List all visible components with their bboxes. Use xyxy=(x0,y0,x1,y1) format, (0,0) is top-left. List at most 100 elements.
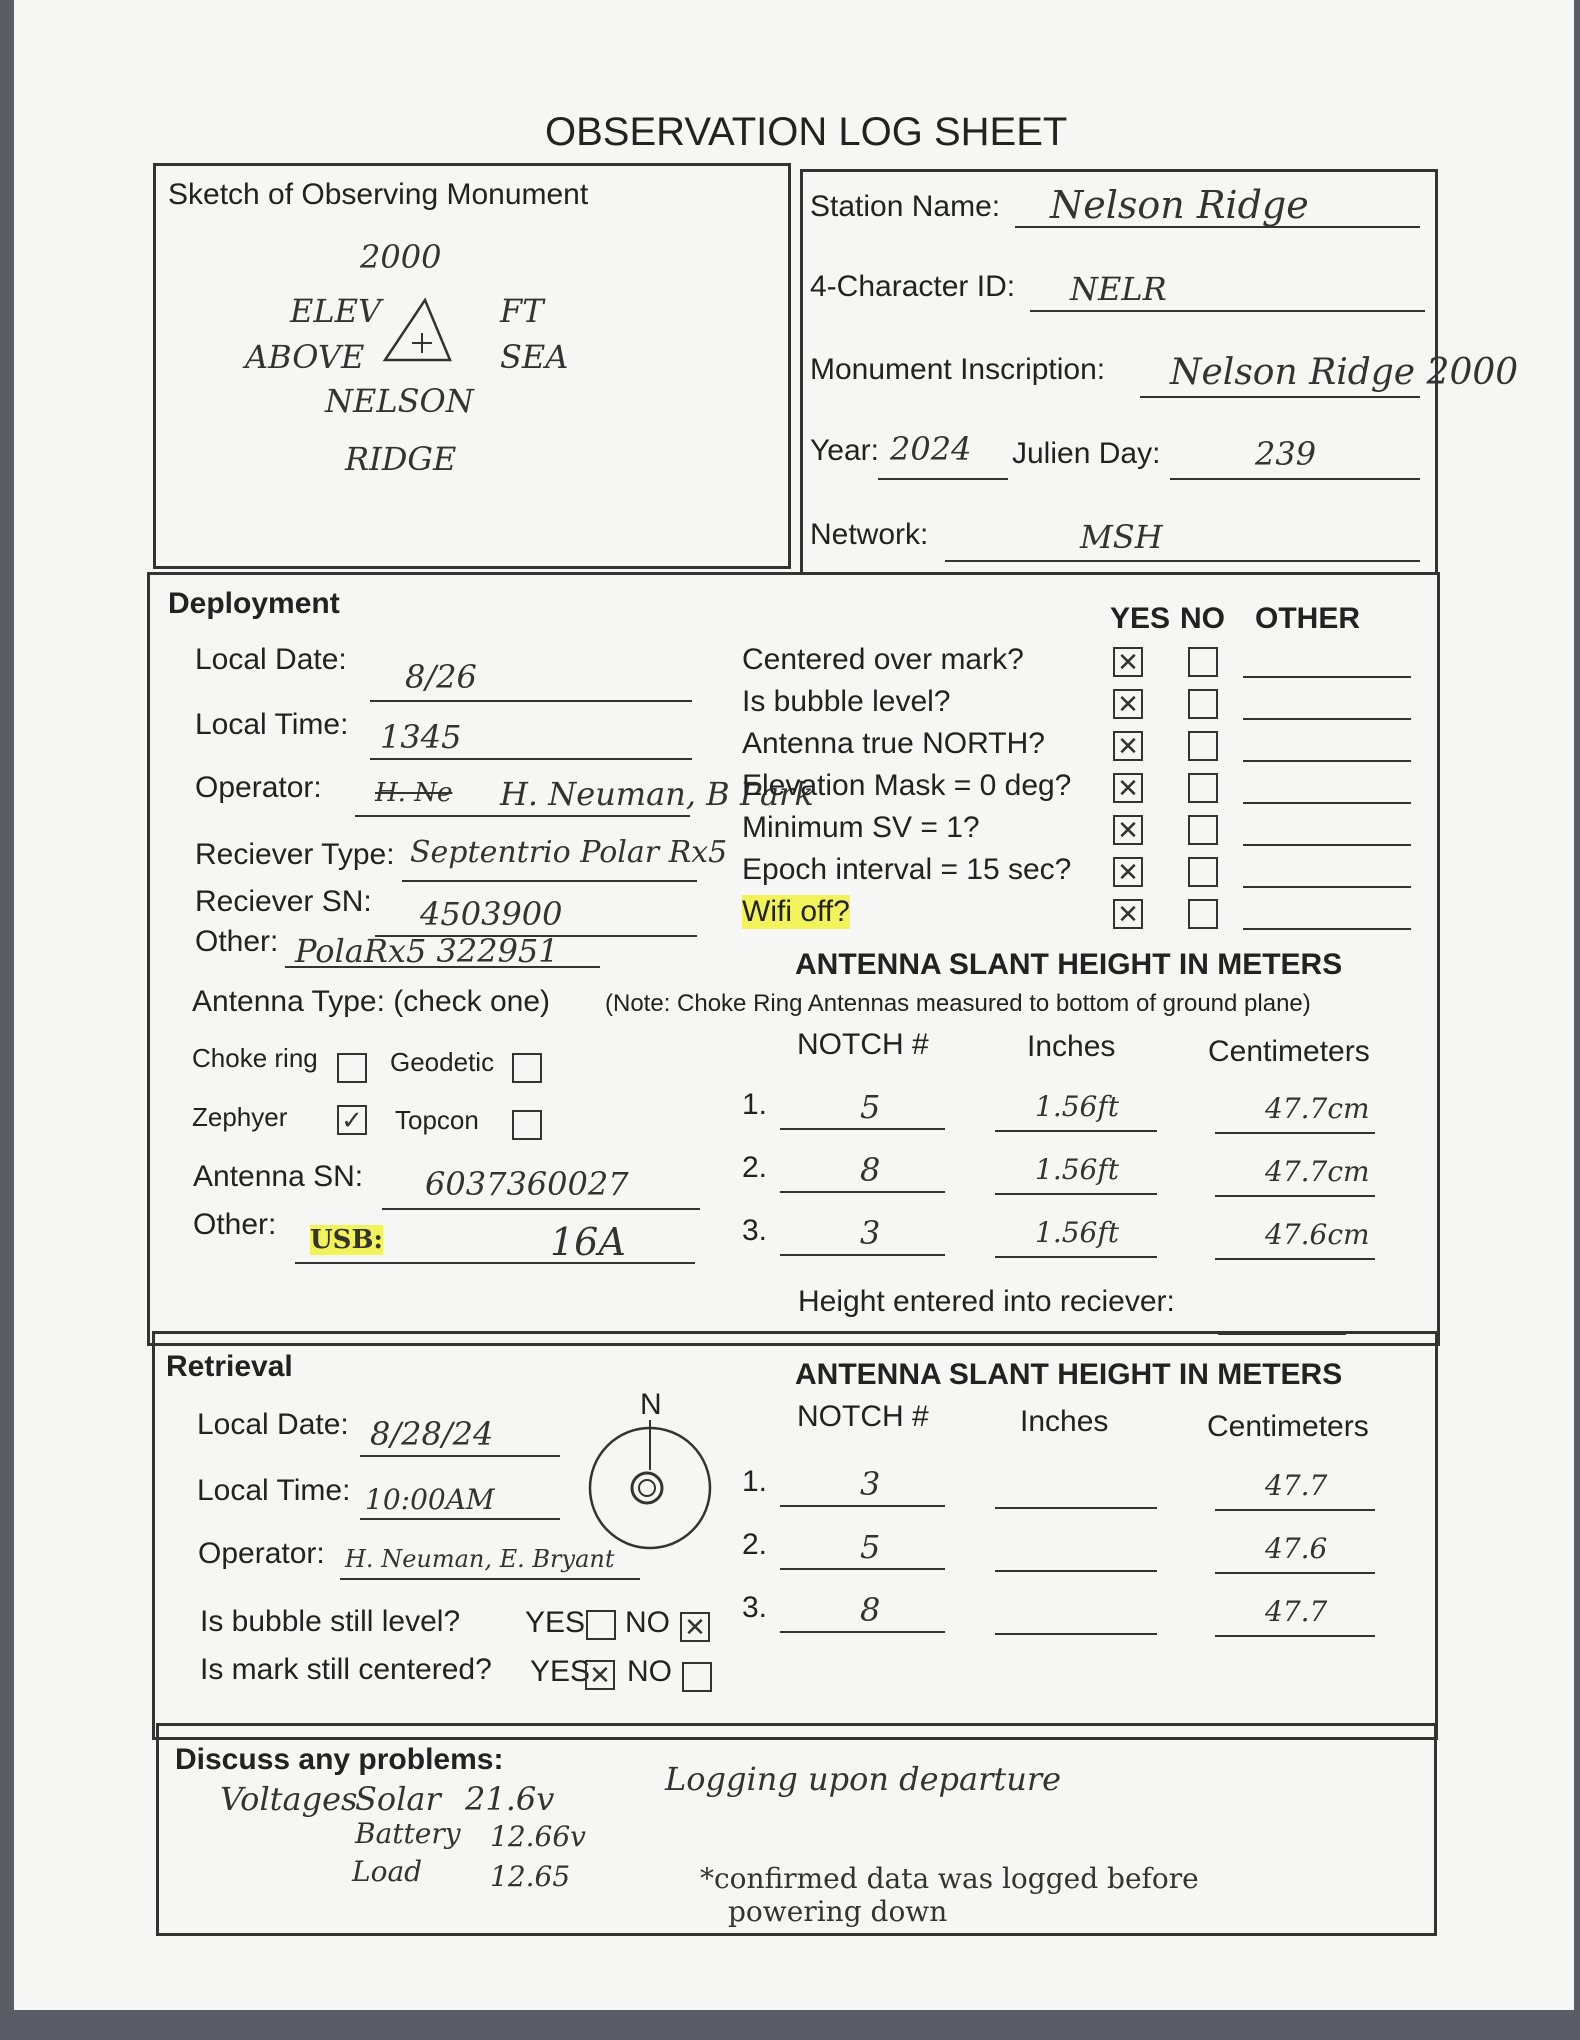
no-checkbox[interactable] xyxy=(1188,815,1218,845)
inches-value: 1.56ft xyxy=(1035,1216,1119,1249)
sketch-text: ABOVE xyxy=(245,338,365,376)
no-checkbox[interactable] xyxy=(1188,899,1218,929)
retrieval-heading: Retrieval xyxy=(166,1350,293,1383)
time-value: 1345 xyxy=(380,718,462,756)
notch-header: NOTCH # xyxy=(797,1400,929,1433)
inches-field[interactable] xyxy=(995,1570,1157,1572)
underline xyxy=(1140,396,1420,398)
other-field[interactable] xyxy=(1243,844,1411,846)
notch-value: 8 xyxy=(860,1151,881,1189)
battery-label: Battery xyxy=(355,1817,461,1850)
other-field[interactable] xyxy=(1243,802,1411,804)
cm-value: 47.7cm xyxy=(1265,1155,1370,1188)
retrieval-operator-value: H. Neuman, E. Bryant xyxy=(345,1545,615,1573)
yes-checkbox[interactable]: ✕ xyxy=(1113,773,1143,803)
underline xyxy=(340,1578,640,1580)
cm-value: 47.7 xyxy=(1265,1469,1328,1502)
mark-no-checkbox[interactable] xyxy=(682,1662,712,1692)
inches-field[interactable] xyxy=(995,1507,1157,1509)
id-value: NELR xyxy=(1070,270,1167,308)
other-field[interactable] xyxy=(1243,718,1411,720)
inches-field[interactable] xyxy=(995,1256,1157,1258)
yes-checkbox[interactable]: ✕ xyxy=(1113,815,1143,845)
cm-header: Centimeters xyxy=(1208,1035,1370,1068)
no-checkbox[interactable] xyxy=(1188,647,1218,677)
solar-value: 21.6v xyxy=(465,1780,555,1818)
notch-field[interactable] xyxy=(780,1254,945,1256)
cm-field[interactable] xyxy=(1215,1132,1375,1134)
notch-field[interactable] xyxy=(780,1568,945,1570)
deployment-question: Wifi off? xyxy=(742,895,850,929)
retrieval-slant-title: ANTENNA SLANT HEIGHT IN METERS xyxy=(795,1358,1343,1391)
log-sheet xyxy=(14,0,1574,2010)
other-field[interactable] xyxy=(1243,886,1411,888)
inches-field[interactable] xyxy=(995,1130,1157,1132)
choke-ring-label: Choke ring xyxy=(192,1043,318,1073)
inches-value: 1.56ft xyxy=(1035,1153,1119,1186)
underline xyxy=(355,815,690,817)
topcon-checkbox[interactable] xyxy=(512,1110,542,1140)
notch-field[interactable] xyxy=(780,1631,945,1633)
notch-field[interactable] xyxy=(780,1191,945,1193)
geodetic-checkbox[interactable] xyxy=(512,1053,542,1083)
underline xyxy=(382,1208,700,1210)
yes-checkbox[interactable]: ✕ xyxy=(1113,731,1143,761)
yes-checkbox[interactable]: ✕ xyxy=(1113,857,1143,887)
page-title: OBSERVATION LOG SHEET xyxy=(545,110,1068,154)
time-label: Local Time: xyxy=(195,708,349,741)
other-field[interactable] xyxy=(1243,928,1411,930)
antenna-sn-label: Antenna SN: xyxy=(193,1160,364,1193)
no-checkbox[interactable] xyxy=(1188,689,1218,719)
choke-ring-checkbox[interactable] xyxy=(337,1053,367,1083)
year-value: 2024 xyxy=(890,430,972,468)
mark-yes-checkbox[interactable]: ✕ xyxy=(585,1660,615,1690)
underline xyxy=(370,700,692,702)
yes-checkbox[interactable]: ✕ xyxy=(1113,647,1143,677)
no-checkbox[interactable] xyxy=(1188,857,1218,887)
inches-header: Inches xyxy=(1027,1030,1116,1063)
inches-field[interactable] xyxy=(995,1193,1157,1195)
notch-field[interactable] xyxy=(780,1128,945,1130)
zephyer-label: Zephyer xyxy=(192,1102,288,1132)
mark-yes-label: YES xyxy=(530,1655,591,1688)
other-field[interactable] xyxy=(1243,760,1411,762)
no-checkbox[interactable] xyxy=(1188,731,1218,761)
receiver-sn-value: 4503900 xyxy=(420,895,563,933)
cm-field[interactable] xyxy=(1215,1258,1375,1260)
mark-no-label: NO xyxy=(627,1655,672,1688)
problem-note-3: powering down xyxy=(728,1895,948,1928)
voltages-text: Voltages xyxy=(220,1780,358,1818)
underline xyxy=(295,1262,695,1264)
other2-prefix: USB: xyxy=(310,1225,384,1255)
retrieval-date-label: Local Date: xyxy=(197,1408,349,1441)
yes-checkbox[interactable]: ✕ xyxy=(1113,689,1143,719)
problem-note-2: *confirmed data was logged before xyxy=(700,1862,1199,1895)
inches-field[interactable] xyxy=(995,1633,1157,1635)
notch-value: 3 xyxy=(860,1214,881,1252)
other-value: PolaRx5 322951 xyxy=(295,932,559,970)
retrieval-date-value: 8/28/24 xyxy=(370,1415,494,1453)
bubble-yes-checkbox[interactable] xyxy=(586,1610,616,1640)
cm-value: 47.6cm xyxy=(1265,1218,1370,1251)
antenna-sn-value: 6037360027 xyxy=(425,1165,629,1203)
no-checkbox[interactable] xyxy=(1188,773,1218,803)
network-label: Network: xyxy=(810,518,929,551)
problem-note-1: Logging upon departure xyxy=(665,1760,1062,1798)
underline xyxy=(1015,226,1420,228)
operator-struck: H. Ne xyxy=(375,778,453,808)
yes-checkbox[interactable]: ✕ xyxy=(1113,899,1143,929)
cm-field[interactable] xyxy=(1215,1509,1375,1511)
network-value: MSH xyxy=(1080,518,1163,556)
bubble-yes-label: YES xyxy=(525,1606,586,1639)
zephyer-checkbox[interactable]: ✓ xyxy=(337,1105,367,1135)
cm-field[interactable] xyxy=(1215,1195,1375,1197)
deployment-section xyxy=(147,572,1440,1346)
other-field[interactable] xyxy=(1243,676,1411,678)
bubble-no-checkbox[interactable]: ✕ xyxy=(680,1612,710,1642)
retrieval-operator-label: Operator: xyxy=(198,1537,325,1570)
notch-field[interactable] xyxy=(780,1505,945,1507)
cm-field[interactable] xyxy=(1215,1635,1375,1637)
cm-field[interactable] xyxy=(1215,1572,1375,1574)
cm-header: Centimeters xyxy=(1207,1410,1369,1443)
row-number: 3. xyxy=(742,1214,768,1247)
